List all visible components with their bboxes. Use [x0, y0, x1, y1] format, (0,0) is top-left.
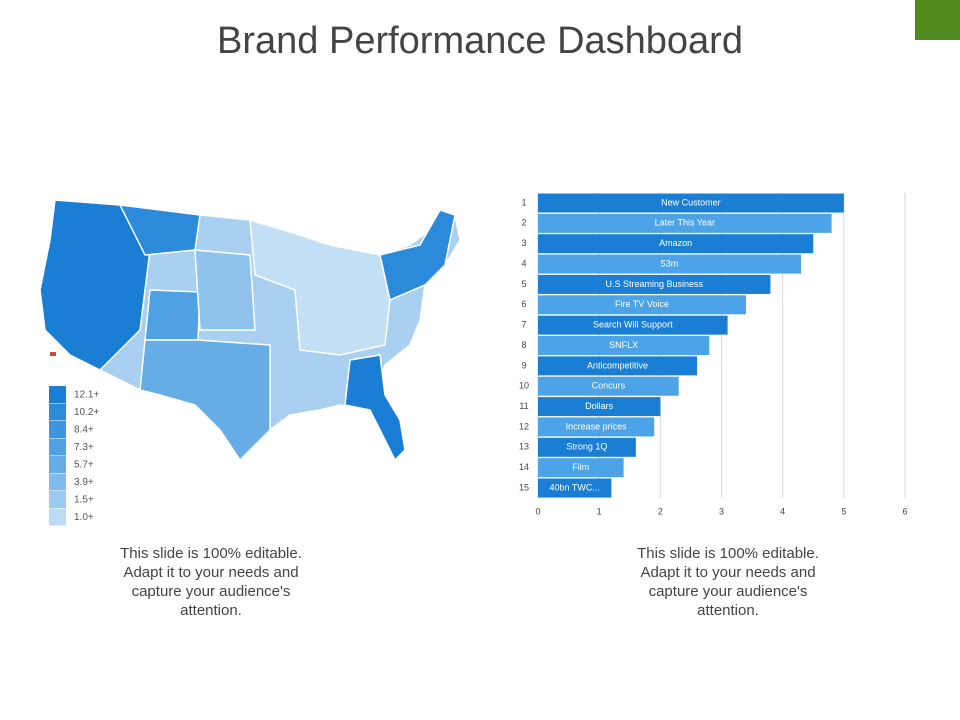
y-tick-label: 3: [521, 238, 526, 248]
bar-label: Search Will Support: [593, 320, 673, 330]
legend-label: 7.3+: [74, 442, 94, 453]
bar: [538, 234, 814, 254]
y-tick-label: 2: [521, 218, 526, 228]
legend-swatch: [49, 386, 66, 403]
x-tick-label: 3: [719, 506, 724, 516]
bar-label: Amazon: [659, 238, 692, 248]
caption: This slide is 100% editable. Adapt it to…: [120, 545, 302, 619]
y-tick-label: 13: [519, 442, 529, 452]
bar: [538, 437, 636, 457]
legend-label: 3.9+: [74, 477, 94, 488]
y-tick-label: 4: [521, 258, 526, 268]
legend-swatch: [49, 508, 66, 526]
y-tick-label: 10: [519, 381, 529, 391]
bar-label: U.S Streaming Business: [605, 279, 703, 289]
bar-label: SNFLX: [609, 340, 638, 350]
bar: [538, 254, 802, 274]
x-tick-label: 0: [535, 506, 540, 516]
y-tick-label: 7: [521, 320, 526, 330]
bar-label: Anticompetitive: [587, 360, 648, 370]
x-tick-label: 2: [658, 506, 663, 516]
bar: [538, 295, 746, 315]
y-tick-label: 14: [519, 462, 529, 472]
y-tick-label: 5: [521, 279, 526, 289]
x-tick-label: 1: [597, 506, 602, 516]
legend-swatch: [49, 421, 66, 438]
bar-label: Dollars: [585, 401, 614, 411]
bar-label: 40bn TWC...: [550, 482, 600, 492]
x-tick-label: 6: [902, 506, 907, 516]
legend-label: 5.7+: [74, 460, 94, 471]
bar: [538, 213, 832, 233]
bar-label: Strong 1Q: [566, 442, 607, 452]
y-tick-label: 11: [519, 401, 528, 411]
accent-square: [915, 0, 960, 40]
legend-swatch: [49, 403, 66, 421]
legend-swatch: [49, 438, 66, 456]
bar: [538, 315, 728, 335]
bar: [538, 376, 679, 396]
legend-swatch: [49, 456, 66, 473]
y-tick-label: 9: [521, 360, 526, 370]
legend-label: 10.2+: [74, 407, 99, 418]
bar-label: New Customer: [661, 197, 721, 207]
legend-label: 1.5+: [74, 495, 94, 506]
bar: [538, 458, 624, 478]
bar-label: Later This Year: [655, 218, 715, 228]
legend-swatch: [49, 491, 66, 508]
y-tick-label: 12: [519, 421, 529, 431]
legend-swatch: [49, 473, 66, 491]
bar: [538, 336, 710, 356]
bar: [538, 397, 661, 417]
bar: [538, 478, 612, 498]
us-map: [39, 199, 461, 462]
bar: [538, 417, 655, 437]
bar-label: Concurs: [592, 381, 626, 391]
bar-label: Film: [572, 462, 589, 472]
legend-label: 8.4+: [74, 425, 94, 436]
caption: This slide is 100% editable. Adapt it to…: [637, 545, 819, 619]
bar-label: Increase prices: [566, 421, 628, 431]
legend-label: 1.0+: [74, 512, 94, 523]
y-tick-label: 1: [521, 197, 526, 207]
bar: [538, 274, 771, 294]
bar: [538, 356, 698, 376]
x-tick-label: 5: [841, 506, 846, 516]
legend-label: 12.1+: [74, 390, 99, 401]
y-tick-label: 15: [519, 482, 529, 492]
bar-label: Fire TV Voice: [615, 299, 669, 309]
y-tick-label: 8: [521, 340, 526, 350]
bar-label: 53m: [661, 258, 679, 268]
title: Brand Performance Dashboard: [217, 20, 743, 62]
x-tick-label: 4: [780, 506, 785, 516]
y-tick-label: 6: [521, 299, 526, 309]
bar: [538, 193, 844, 213]
